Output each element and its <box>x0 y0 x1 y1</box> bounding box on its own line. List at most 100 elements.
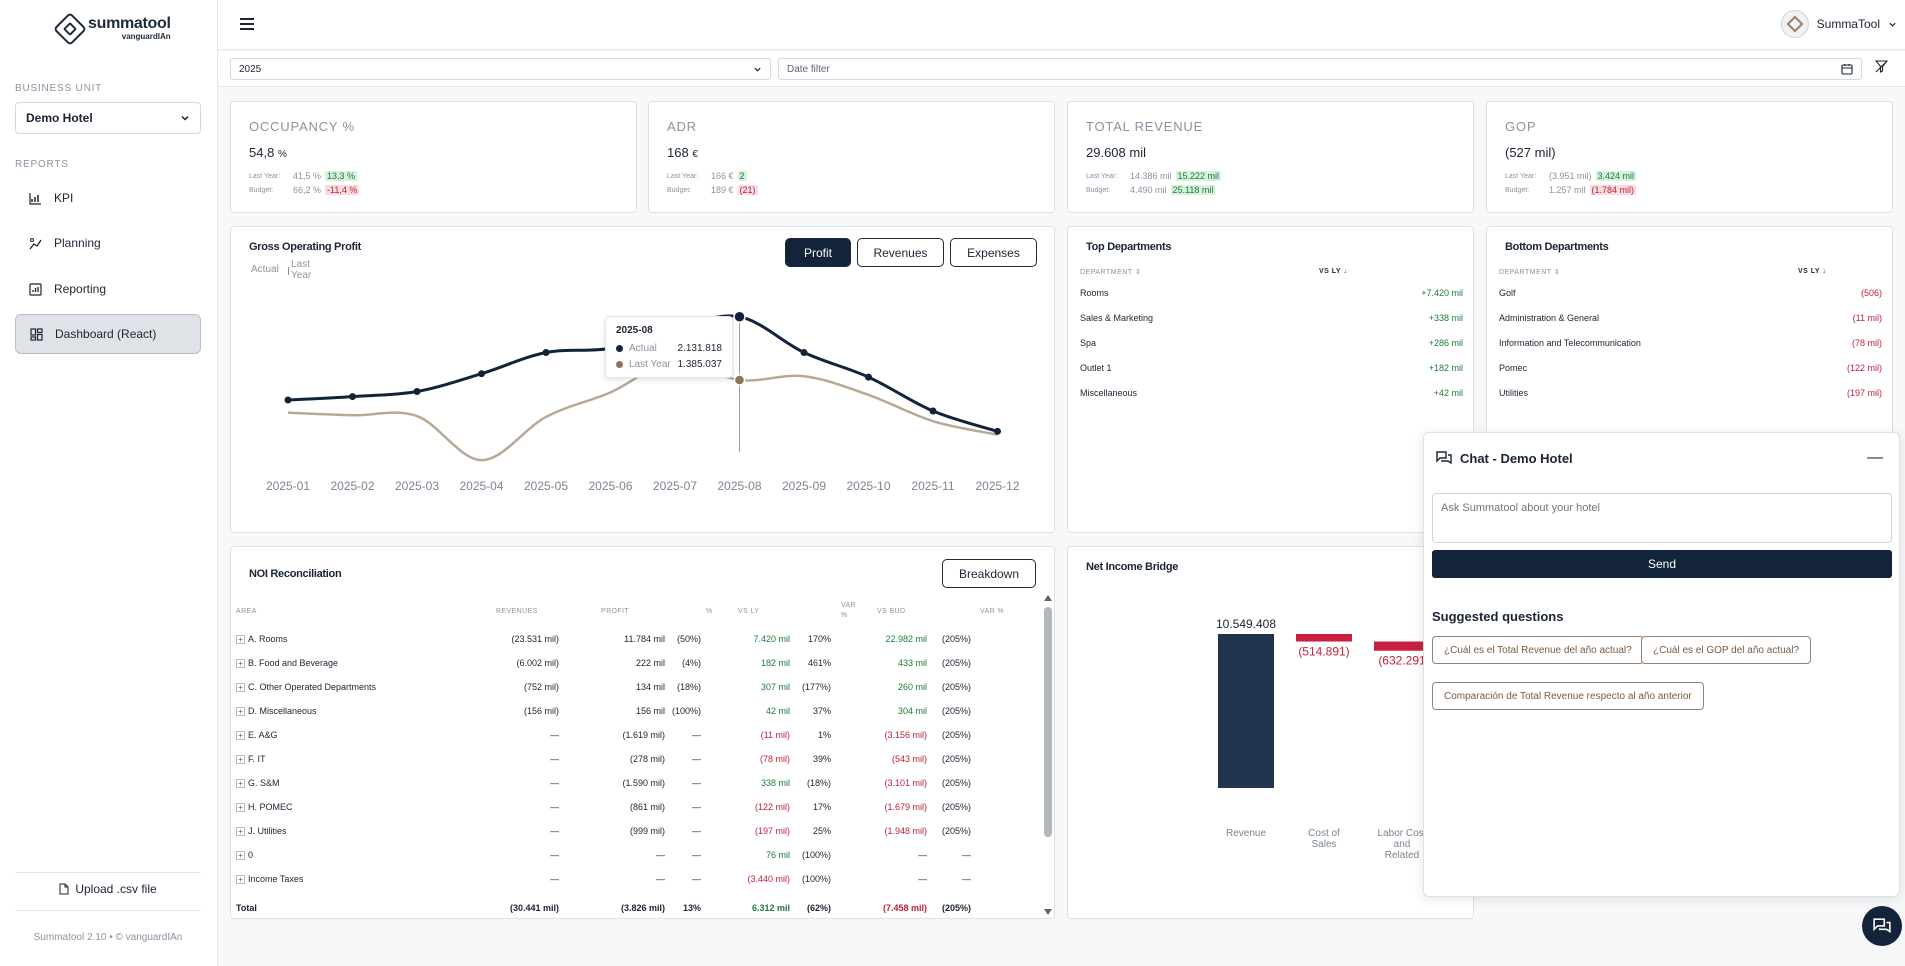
department-row[interactable]: Information and Telecommunication (78 mi… <box>1499 338 1882 352</box>
expand-icon[interactable]: + <box>236 635 245 644</box>
chat-input[interactable] <box>1432 493 1892 543</box>
expand-icon[interactable]: + <box>236 707 245 716</box>
legend-last-year[interactable]: Last Year <box>291 259 312 281</box>
table-row[interactable]: +0 — — — 76 mil (100%) — — <box>236 844 1031 866</box>
column-header[interactable]: REVENUES <box>496 608 538 615</box>
expand-icon[interactable]: + <box>236 659 245 668</box>
send-button[interactable]: Send <box>1432 550 1892 578</box>
user-menu[interactable]: SummaTool <box>1780 10 1897 38</box>
business-unit-select[interactable]: Demo Hotel <box>15 102 201 134</box>
expand-icon[interactable]: + <box>236 683 245 692</box>
table-row[interactable]: + G. S&M — (1.590 mil) — 338 mil (18%) (3.101 m… <box>236 772 1031 794</box>
breakdown-button[interactable]: Breakdown <box>942 559 1036 588</box>
actual-point[interactable] <box>413 388 421 395</box>
actual-point[interactable] <box>478 370 485 378</box>
profit-button[interactable]: Profit <box>785 238 851 267</box>
column-header[interactable]: % <box>706 608 713 615</box>
table-row[interactable]: + E. A&G — (1.619 mil) — (11 mil) 1% (3.156 mil… <box>236 724 1031 746</box>
table-row[interactable]: + A. Rooms (23.531 mil) 11.784 mil (50%) 7.42… <box>236 628 1031 650</box>
actual-point[interactable] <box>865 373 872 381</box>
sidebar-item-dashboard[interactable]: Dashboard (React) <box>15 314 201 354</box>
table-row[interactable]: + C. Other Operated Departments (752 mil) 1… <box>236 676 1031 698</box>
column-header[interactable]: VS LY <box>738 608 760 615</box>
col-vs-ly[interactable]: VS LY ↓ <box>1798 268 1827 275</box>
department-row[interactable]: Administration & General (11 mil) <box>1499 313 1882 327</box>
table-row[interactable]: + Income Taxes — — — (3.440 mil) (100%) — — <box>236 868 1031 890</box>
suggested-question[interactable]: ¿Cuál es el GOP del año actual? <box>1641 636 1812 664</box>
bridge-bar[interactable] <box>1218 634 1274 788</box>
department-value: (11 mil) <box>1852 313 1882 323</box>
table-total-row[interactable]: Total (30.441 mil) (3.826 mil) 13% 6.312 mil… <box>236 897 1031 919</box>
scroll-down-icon[interactable] <box>1044 909 1052 915</box>
table-row[interactable]: + F. IT — (278 mil) — (78 mil) 39% (543 mil) (20… <box>236 748 1031 770</box>
minimize-icon[interactable]: — <box>1867 449 1883 466</box>
kpi-budget-delta: 25.118 mil <box>1170 185 1216 195</box>
actual-point[interactable] <box>929 407 937 415</box>
expand-icon[interactable]: + <box>236 755 245 764</box>
upload-csv-button[interactable]: Upload .csv file <box>15 882 201 896</box>
reports-label: REPORTS <box>15 159 69 170</box>
expand-icon[interactable]: + <box>236 827 245 836</box>
column-header[interactable]: VS BUD <box>877 608 906 615</box>
expenses-button[interactable]: Expenses <box>950 238 1037 267</box>
column-header[interactable]: VAR % <box>980 608 1005 615</box>
cell-var1: 37% <box>812 706 831 716</box>
department-row[interactable]: Rooms +7.420 mil <box>1080 288 1463 302</box>
year-select[interactable]: 2025 <box>230 58 771 80</box>
col-department[interactable]: DEPARTMENT ⇕ <box>1499 269 1561 276</box>
sidebar-item-reporting[interactable]: Reporting <box>15 269 201 309</box>
col-department[interactable]: DEPARTMENT ⇕ <box>1080 269 1142 276</box>
cell-vsly: 182 mil <box>760 658 790 668</box>
kpi-budget-delta: (21) <box>737 185 758 195</box>
logo-icon <box>53 11 87 46</box>
chat-toggle-button[interactable] <box>1862 906 1902 946</box>
department-row[interactable]: Miscellaneous +42 mil <box>1080 388 1463 402</box>
department-row[interactable]: Sales & Marketing +338 mil <box>1080 313 1463 327</box>
col-vs-ly[interactable]: VS LY ↓ <box>1319 268 1348 275</box>
actual-point[interactable] <box>284 396 292 404</box>
table-row[interactable]: + B. Food and Beverage (6.002 mil) 222 mil (… <box>236 652 1031 674</box>
date-filter-input[interactable]: Date filter <box>778 58 1862 80</box>
cell-var1: 39% <box>812 754 831 764</box>
sidebar-item-kpi[interactable]: KPI <box>15 178 201 218</box>
actual-point[interactable] <box>800 349 808 357</box>
actual-point[interactable] <box>994 427 1001 435</box>
department-row[interactable]: Pomec (122 mil) <box>1499 363 1882 377</box>
actual-point[interactable] <box>542 349 550 357</box>
bridge-value-label: 10.549.408 <box>1216 617 1276 631</box>
suggested-question[interactable]: Comparación de Total Revenue respecto al… <box>1432 682 1704 710</box>
actual-point[interactable] <box>349 393 356 401</box>
clear-filter-icon[interactable] <box>1872 60 1890 78</box>
menu-icon[interactable] <box>240 18 254 30</box>
expand-icon[interactable]: + <box>236 851 245 860</box>
actual-point[interactable] <box>733 310 746 324</box>
expand-icon[interactable]: + <box>236 731 245 740</box>
table-row[interactable]: + H. POMEC — (861 mil) — (122 mil) 17% (1.679 m… <box>236 796 1031 818</box>
column-header[interactable]: AREA <box>236 608 257 615</box>
table-scrollbar[interactable] <box>1043 595 1053 915</box>
table-row[interactable]: + J. Utilities — (999 mil) — (197 mil) 25% (1.9… <box>236 820 1031 842</box>
column-header[interactable]: PROFIT <box>601 608 630 615</box>
expand-icon[interactable]: + <box>236 779 245 788</box>
department-row[interactable]: Outlet 1 +182 mil <box>1080 363 1463 377</box>
kpi-card: TOTAL REVENUE 29.608 mil Last Year: 14.3… <box>1067 101 1474 213</box>
column-header[interactable]: VAR % <box>841 602 857 619</box>
series-last-year-line[interactable] <box>287 359 998 462</box>
legend-actual[interactable]: Actual <box>251 264 279 275</box>
sidebar-item-planning[interactable]: Planning <box>15 223 201 263</box>
calendar-icon[interactable] <box>1841 63 1853 75</box>
suggested-question[interactable]: ¿Cuál es el Total Revenue del año actual… <box>1432 636 1644 664</box>
department-row[interactable]: Utilities (197 mil) <box>1499 388 1882 402</box>
logo[interactable]: summatool vanguardIAn <box>53 11 171 46</box>
revenues-button[interactable]: Revenues <box>857 238 944 267</box>
expand-icon[interactable]: + <box>236 875 245 884</box>
expand-icon[interactable]: + <box>236 803 245 812</box>
department-row[interactable]: Spa +286 mil <box>1080 338 1463 352</box>
department-row[interactable]: Golf (506) <box>1499 288 1882 302</box>
scroll-up-icon[interactable] <box>1044 595 1052 601</box>
scroll-thumb[interactable] <box>1044 607 1052 837</box>
bridge-bar[interactable] <box>1374 641 1430 651</box>
last-year-point[interactable] <box>733 374 746 386</box>
table-row[interactable]: + D. Miscellaneous (156 mil) 156 mil (100%) 4… <box>236 700 1031 722</box>
bridge-bar[interactable] <box>1296 634 1352 642</box>
